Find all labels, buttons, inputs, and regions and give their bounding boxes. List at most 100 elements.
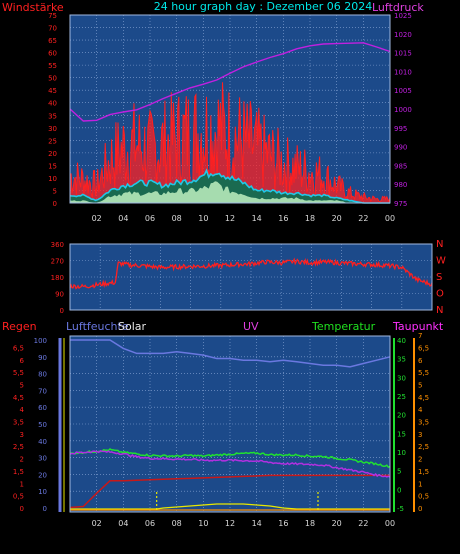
tick-label-taupunkt: 6: [418, 357, 423, 365]
tick-label-windstaerke: 15: [48, 162, 57, 170]
legend-taupunkt: Taupunkt: [392, 320, 444, 333]
tick-label-luftdruck: 1015: [394, 50, 412, 58]
tick-label-hour: 14: [252, 214, 262, 223]
tick-label-taupunkt: 1,5: [418, 468, 429, 476]
tick-label-regen: 6: [20, 357, 25, 365]
tick-label-hour: 16: [278, 214, 288, 223]
tick-label-hour: 06: [145, 214, 155, 223]
tick-label-windstaerke: 40: [48, 100, 57, 108]
tick-label-taupunkt: 1: [418, 480, 422, 488]
tick-label-luftfeuchte: 30: [38, 455, 47, 463]
tick-label-luftfeuchte: 80: [38, 371, 47, 379]
tick-label-luftdruck: 1000: [394, 106, 412, 114]
tick-label-direction: 90: [55, 291, 64, 299]
tick-label-hour: 18: [305, 214, 315, 223]
tick-label-compass: W: [436, 256, 446, 267]
tick-label-windstaerke: 50: [48, 75, 57, 83]
tick-label-temperatur: 15: [397, 430, 406, 438]
tick-label-regen: 0,5: [13, 493, 24, 501]
tick-label-taupunkt: 3: [418, 431, 422, 439]
tick-label-hour: 02: [92, 214, 102, 223]
left-axis-label: Windstärke: [2, 1, 64, 14]
tick-label-hour: 08: [172, 214, 182, 223]
series-average-line: [69, 168, 390, 204]
tick-label-taupunkt: 3,5: [418, 419, 429, 427]
tick-label-taupunkt: 5,5: [418, 369, 429, 377]
tick-label-windstaerke: 45: [48, 87, 57, 95]
tick-label-luftdruck: 1025: [394, 12, 412, 20]
tick-label-luftfeuchte: 60: [38, 404, 47, 412]
tick-label-direction: 270: [51, 258, 64, 266]
tick-label-windstaerke: 5: [53, 187, 57, 195]
tick-label-luftdruck: 1005: [394, 87, 412, 95]
tick-label-compass: N: [436, 305, 443, 316]
chart-rain-humidity-temperature: Regen Luftfeuchte Solar UV Temperatur Ta…: [2, 320, 444, 528]
tick-label-hour: 16: [278, 519, 288, 528]
chart-title: 24 hour graph day : Dezember 06 2024: [154, 0, 373, 13]
tick-label-temperatur: 30: [397, 374, 406, 382]
tick-label-compass: N: [436, 239, 443, 250]
tick-label-windstaerke: 55: [48, 62, 57, 70]
tick-label-windstaerke: 10: [48, 175, 57, 183]
tick-label-regen: 6,5: [13, 344, 24, 352]
tick-label-hour: 04: [118, 214, 128, 223]
series-pressure-line: [69, 42, 391, 122]
tick-label-windstaerke: 25: [48, 137, 57, 145]
tick-label-regen: 5: [20, 381, 24, 389]
tick-labels-1: 0510152025303540455055606570759759809859…: [48, 12, 412, 223]
tick-label-regen: 3,5: [13, 419, 24, 427]
tick-label-hour: 00: [385, 214, 395, 223]
tick-label-hour: 04: [118, 519, 128, 528]
tick-label-windstaerke: 20: [48, 150, 57, 158]
tick-label-luftdruck: 990: [394, 144, 407, 152]
tick-label-luftdruck: 1020: [394, 31, 412, 39]
tick-label-regen: 4: [20, 406, 25, 414]
tick-label-compass: O: [436, 289, 444, 300]
legend-uv: UV: [243, 320, 259, 333]
tick-label-taupunkt: 0,5: [418, 493, 429, 501]
tick-label-windstaerke: 65: [48, 37, 57, 45]
legend-solar: Solar: [118, 320, 147, 333]
tick-label-luftfeuchte: 10: [38, 488, 47, 496]
right-axis-label: Luftdruck: [372, 1, 424, 14]
tick-label-temperatur: 5: [397, 468, 401, 476]
tick-label-temperatur: 25: [397, 393, 406, 401]
tick-label-hour: 10: [198, 519, 208, 528]
series-group-2: [69, 257, 433, 290]
tick-label-taupunkt: 4,5: [418, 394, 429, 402]
tick-label-temperatur: 10: [397, 449, 406, 457]
plot-frame-1: [69, 14, 391, 204]
tick-label-taupunkt: 0: [418, 505, 422, 513]
tick-label-taupunkt: 2,5: [418, 443, 429, 451]
series-speed-fill: [70, 181, 390, 203]
chart-wind-pressure: Windstärke 24 hour graph day : Dezember …: [2, 0, 424, 223]
tick-label-hour: 10: [198, 214, 208, 223]
tick-label-temperatur: 35: [397, 356, 406, 364]
tick-label-luftdruck: 995: [394, 125, 407, 133]
tick-label-luftfeuchte: 70: [38, 387, 47, 395]
tick-label-direction: 180: [51, 274, 64, 282]
series-solar-line: [70, 503, 390, 510]
tick-label-hour: 20: [332, 519, 342, 528]
grid-2: [70, 244, 432, 310]
tick-label-luftfeuchte: 0: [43, 505, 47, 513]
series-direction-line: [69, 257, 433, 290]
tick-label-luftdruck: 975: [394, 200, 407, 208]
legend-regen: Regen: [2, 320, 37, 333]
plot-frame-3: [69, 335, 391, 513]
tick-label-temperatur: -5: [397, 505, 404, 513]
tick-label-regen: 2,5: [13, 443, 24, 451]
series-group-3: [69, 339, 391, 511]
tick-label-taupunkt: 7: [418, 332, 422, 340]
tick-label-luftdruck: 985: [394, 162, 407, 170]
tick-label-hour: 06: [145, 519, 155, 528]
tick-label-regen: 0: [20, 505, 24, 513]
tick-label-hour: 18: [305, 519, 315, 528]
tick-label-hour: 00: [385, 519, 395, 528]
tick-label-direction: 360: [51, 241, 64, 249]
tick-label-hour: 20: [332, 214, 342, 223]
tick-label-taupunkt: 4: [418, 406, 423, 414]
tick-label-luftfeuchte: 100: [34, 337, 47, 345]
